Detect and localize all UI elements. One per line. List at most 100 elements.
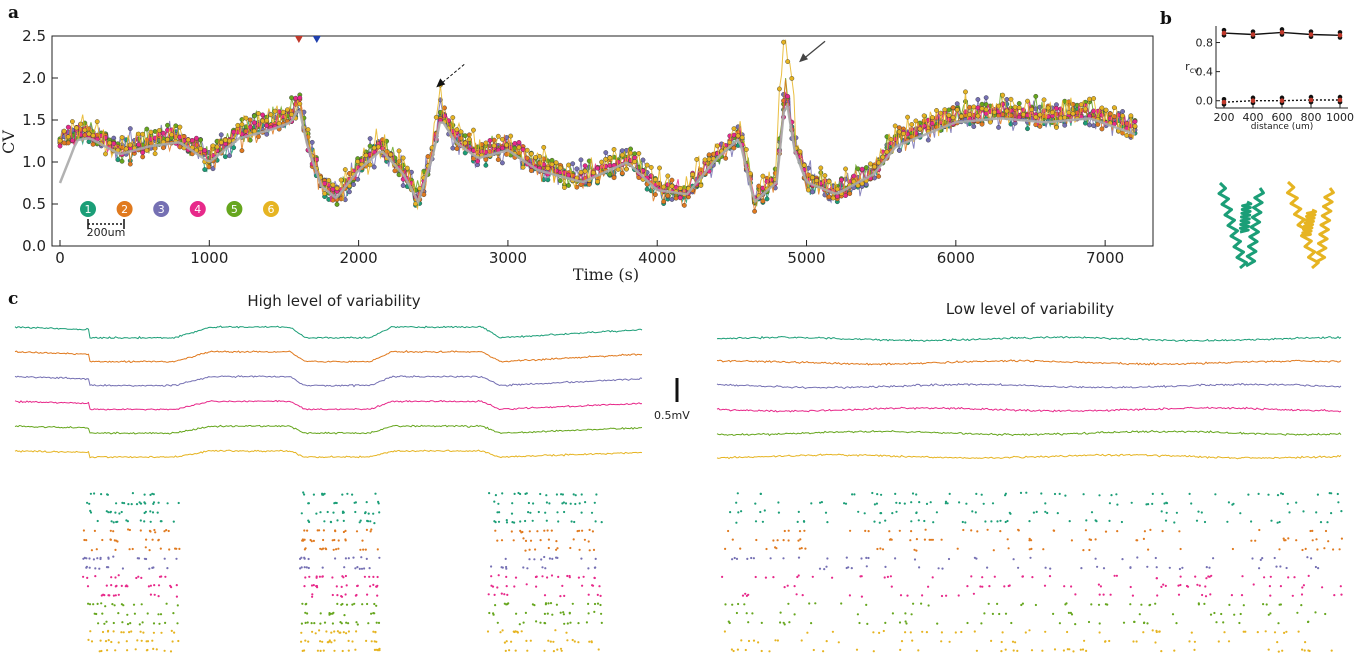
spike (551, 613, 554, 616)
spike (354, 567, 357, 570)
spike (1226, 520, 1229, 523)
spike (149, 530, 152, 533)
cv-point (872, 164, 877, 170)
spike (991, 612, 995, 616)
spike (744, 592, 747, 595)
spike (89, 630, 92, 633)
x-axis-label: Time (s) (573, 265, 639, 284)
spike (1295, 501, 1298, 504)
spike (921, 594, 924, 597)
spike (359, 548, 362, 551)
spike (113, 604, 116, 607)
spike (505, 585, 508, 588)
cv-point (648, 165, 654, 170)
spike (787, 602, 790, 605)
cv-point (115, 157, 121, 163)
spike (797, 539, 800, 542)
cv-point (495, 133, 501, 139)
spike (332, 511, 335, 514)
cv-point (930, 115, 935, 120)
spike (336, 519, 339, 522)
cv-point (330, 186, 336, 192)
spike (344, 538, 347, 541)
spike (153, 593, 156, 596)
x-tick-label: 3000 (489, 249, 527, 267)
spike (860, 595, 864, 598)
spike (156, 511, 159, 514)
spike (132, 603, 136, 606)
spike (152, 631, 155, 634)
spike (961, 520, 964, 524)
spike (83, 538, 86, 542)
cv-point (528, 151, 534, 157)
cv-point (925, 137, 931, 143)
spike (541, 566, 544, 569)
spike (365, 639, 368, 643)
cv-point (322, 191, 328, 196)
cv-point (1041, 97, 1047, 103)
cv-point (285, 107, 290, 113)
spike (1001, 631, 1004, 634)
cv-point (487, 138, 493, 143)
spike (1000, 640, 1003, 644)
spike (1028, 629, 1031, 632)
spike (114, 548, 117, 552)
spike (1287, 576, 1290, 579)
spike (514, 576, 518, 579)
cv-point (495, 157, 501, 163)
spike (320, 548, 323, 551)
spike (745, 612, 748, 615)
spike (303, 585, 306, 588)
spike (1337, 501, 1340, 504)
cv-point (810, 189, 815, 195)
spike (587, 567, 590, 570)
spike (578, 502, 581, 505)
spike (769, 557, 772, 560)
spike (1340, 593, 1343, 596)
spike (1116, 530, 1119, 533)
spike (517, 491, 520, 495)
spike (1070, 539, 1073, 542)
spike (1242, 630, 1245, 633)
spike (595, 493, 598, 496)
b-point-mean (1250, 32, 1256, 37)
cv-point (619, 152, 625, 158)
cv-point (491, 137, 497, 143)
spike (1042, 548, 1045, 551)
spike (1030, 547, 1033, 551)
spike (1104, 530, 1108, 533)
spike (372, 512, 375, 515)
spike (582, 575, 585, 578)
spike (795, 593, 798, 596)
spike (1032, 511, 1035, 514)
spike (577, 641, 580, 644)
spike (1035, 510, 1038, 513)
spike (96, 519, 99, 523)
cv-point (1008, 96, 1014, 102)
spike (88, 557, 91, 560)
spike (598, 585, 601, 588)
spike (1194, 575, 1197, 578)
spike (101, 630, 105, 634)
spike (1090, 603, 1093, 606)
spike (1179, 583, 1182, 587)
spike (303, 529, 306, 532)
spike (1160, 510, 1163, 513)
spike (1004, 520, 1007, 524)
cv-point (189, 137, 195, 143)
spike (163, 530, 166, 533)
spike (318, 629, 321, 632)
spike (358, 567, 361, 571)
cv-point (1004, 97, 1010, 102)
spike (88, 502, 91, 505)
spike (543, 529, 546, 532)
spike (151, 639, 154, 642)
spike (572, 538, 575, 541)
cv-point (801, 162, 807, 168)
spike (1135, 640, 1138, 643)
spike (148, 549, 151, 552)
cv-point (1025, 98, 1030, 104)
spike (1165, 511, 1168, 514)
right-panel-title: Low level of variability (946, 300, 1114, 318)
cv-point (375, 144, 381, 150)
